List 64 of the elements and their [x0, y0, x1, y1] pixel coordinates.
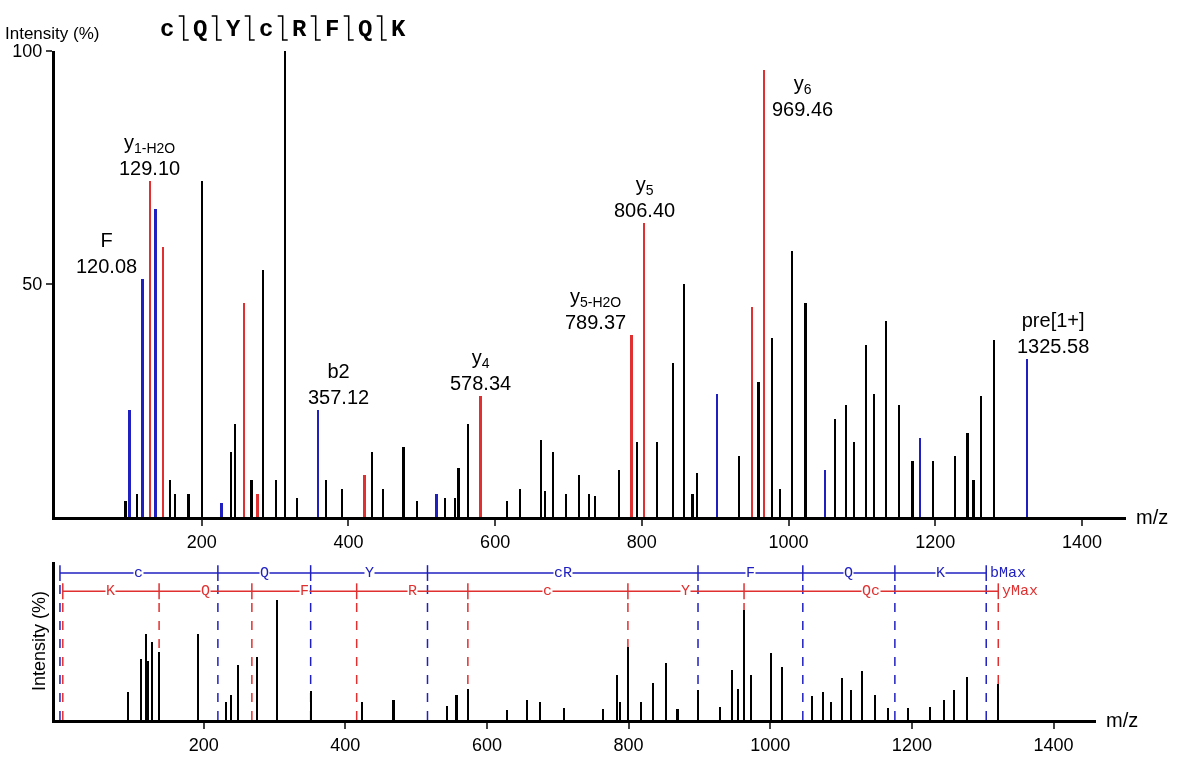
ref-line-label: cR — [554, 565, 573, 582]
ref-line-label: F — [300, 583, 310, 600]
x-tick-label: 1000 — [768, 531, 809, 552]
ref-line-label: Q — [201, 583, 211, 600]
annotation: b2 357.12 — [308, 360, 370, 408]
x-tick-label: 1000 — [750, 734, 791, 755]
bar — [243, 302, 246, 517]
bar — [630, 335, 633, 517]
bar — [824, 470, 827, 517]
x-tick-label: 200 — [186, 531, 217, 552]
ref-line-label: Q — [260, 565, 270, 582]
ref-line-label: K — [936, 565, 946, 582]
bar — [763, 69, 766, 517]
annotation: pre[1+] 1325.58 — [1017, 309, 1090, 357]
ref-line-label: Q — [844, 565, 854, 582]
ref-line-label: c — [134, 565, 144, 582]
x-tick-label: 200 — [188, 734, 219, 755]
bar — [148, 181, 151, 517]
x-tick-label: 800 — [626, 531, 657, 552]
y-axis-title: Intensity (%) — [5, 24, 100, 43]
x-tick-label: 1200 — [891, 734, 932, 755]
bar — [435, 493, 438, 517]
bar — [642, 223, 646, 517]
bar — [161, 246, 164, 517]
bar — [1025, 358, 1029, 517]
bar — [363, 475, 366, 517]
bar — [479, 395, 482, 517]
annotation: y$_{1-H2O}$ 129.10 — [119, 131, 181, 179]
annotation: y$_{6}$ 969.46 — [772, 72, 834, 120]
annotation: y$_{4}$ 578.34 — [450, 346, 512, 394]
ref-line-label: Y — [365, 565, 375, 582]
x-tick-label: 1400 — [1033, 734, 1074, 755]
ref-line-label: yMax — [1002, 583, 1039, 600]
bar — [141, 279, 144, 517]
bar — [256, 493, 259, 517]
bar — [154, 209, 157, 517]
annotation: F 120.08 — [76, 229, 138, 277]
bar — [918, 437, 921, 517]
ref-line-label: c — [543, 583, 553, 600]
x-tick-label: 1400 — [1061, 531, 1103, 552]
ref-line-label: K — [106, 583, 116, 600]
bar — [220, 503, 223, 517]
bar — [317, 409, 320, 517]
ref-line-label: Qc — [862, 583, 881, 600]
annotation: y$_{5-H2O}$ 789.37 — [565, 285, 627, 333]
ref-line-label: F — [746, 565, 756, 582]
x-tick-label: 600 — [480, 531, 511, 552]
x-tick-label: 600 — [471, 734, 502, 755]
y-axis-title: Intensity (%) — [29, 590, 50, 692]
x-tick-label: 400 — [333, 531, 364, 552]
bar — [750, 307, 753, 517]
x-tick-label: 800 — [613, 734, 644, 755]
x-tick-label: 400 — [330, 734, 361, 755]
ref-line-label: Y — [681, 583, 691, 600]
annotation: y$_{5}$ 806.40 — [614, 173, 676, 221]
x-axis-title: m/z — [1136, 506, 1169, 528]
bar — [128, 409, 131, 517]
ref-line-label: R — [408, 583, 418, 600]
y-tick-label: 50 — [22, 274, 43, 295]
x-axis-title: m/z — [1106, 709, 1139, 731]
ref-line-label: bMax — [990, 565, 1027, 582]
bar — [715, 393, 718, 517]
x-tick-label: 1200 — [915, 531, 956, 552]
y-tick-label: 100 — [12, 41, 43, 62]
